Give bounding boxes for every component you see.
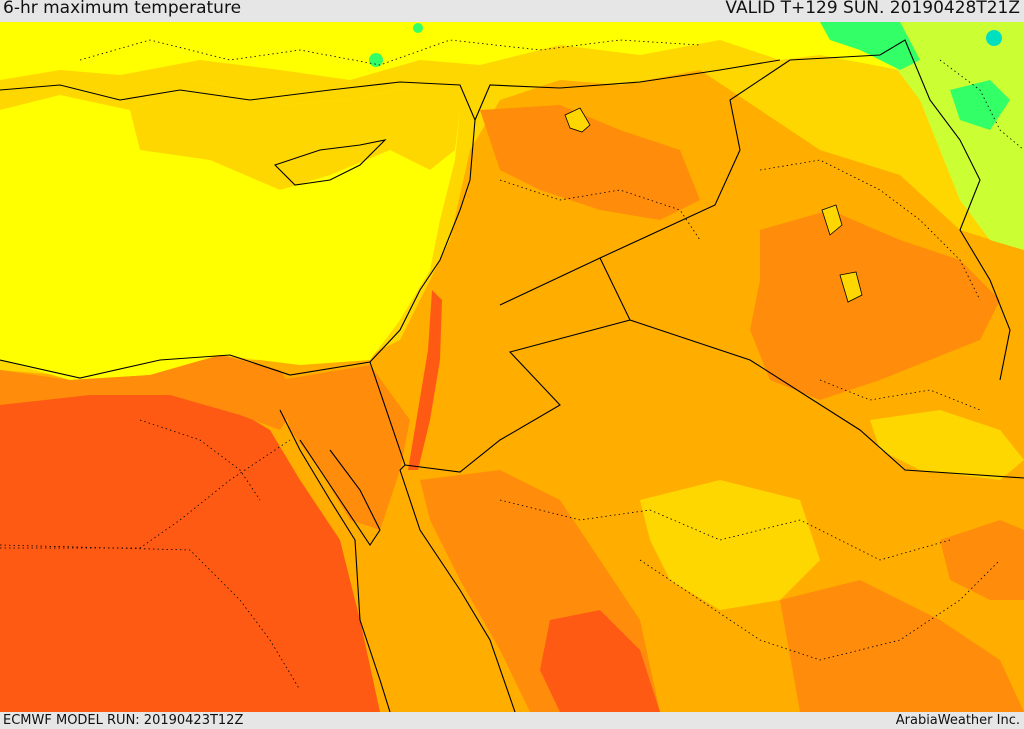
border-turkey-syria xyxy=(474,59,781,121)
field-northeast-cooler xyxy=(820,22,1010,130)
field-northeast-cool xyxy=(880,22,1024,250)
field-saudi-gold xyxy=(640,480,820,610)
field-jordan-valley-hot xyxy=(408,290,442,470)
coast-gulf-of-suez xyxy=(299,439,381,546)
country-borders xyxy=(0,39,1024,712)
field-north-yellow xyxy=(0,22,1024,120)
field-turkey-gold xyxy=(130,80,460,190)
field-kuwait-gold xyxy=(870,410,1024,480)
footer-bar: ECMWF MODEL RUN: 20190423T12Z ArabiaWeat… xyxy=(0,712,1024,729)
boundary-egypt-sudan xyxy=(0,544,301,691)
field-iraq-hot xyxy=(750,210,1000,400)
field-cool-spot-2 xyxy=(413,23,423,33)
lakes xyxy=(564,107,863,303)
coast-mediterranean-east xyxy=(0,81,476,379)
cyprus-outline xyxy=(273,139,387,186)
boundary-saudi-provinces-1 xyxy=(499,499,951,561)
field-egypt-very-hot xyxy=(0,380,380,712)
lake-assad xyxy=(564,107,591,133)
lake-tharthar xyxy=(821,204,843,236)
boundary-iran-provinces xyxy=(939,59,1024,151)
model-run: ECMWF MODEL RUN: 20190423T12Z xyxy=(3,713,244,728)
province-boundaries xyxy=(0,39,1024,691)
coast-red-sea-east xyxy=(399,469,516,712)
field-gulf-hot xyxy=(940,520,1024,600)
field-cool-spot-1 xyxy=(369,53,383,67)
temperature-map[interactable] xyxy=(0,22,1024,712)
boundary-turkey-provinces xyxy=(79,39,701,66)
field-saudi-very-hot xyxy=(540,610,660,712)
boundary-egypt-governorates xyxy=(139,419,261,501)
credit: ArabiaWeather Inc. xyxy=(895,713,1020,728)
field-mountain-cold-spot xyxy=(986,30,1002,46)
boundary-saudi-provinces-2 xyxy=(639,559,1001,661)
map-title: 6-hr maximum temperature xyxy=(3,0,242,18)
field-syria-hot xyxy=(480,105,700,220)
coast-red-sea-west xyxy=(279,409,391,712)
header-bar: 6-hr maximum temperature VALID T+129 SUN… xyxy=(0,0,1024,22)
border-iraq-saudi xyxy=(629,319,1024,479)
boundary-egypt-libya xyxy=(0,439,291,549)
field-saudi-hot-east xyxy=(780,580,1024,712)
field-red-sea xyxy=(340,530,510,712)
map-canvas xyxy=(0,22,1024,712)
field-egypt-coast-hot xyxy=(0,355,300,430)
border-syria-iraq xyxy=(499,59,791,306)
border-iraq-iran xyxy=(789,39,1011,381)
field-sinai-hot xyxy=(280,365,410,530)
boundary-syria-provinces xyxy=(499,179,701,241)
boundary-iraq-provinces xyxy=(759,159,981,301)
valid-time: VALID T+129 SUN. 20190428T21Z xyxy=(725,0,1020,18)
lake-habbaniyah xyxy=(839,271,863,303)
